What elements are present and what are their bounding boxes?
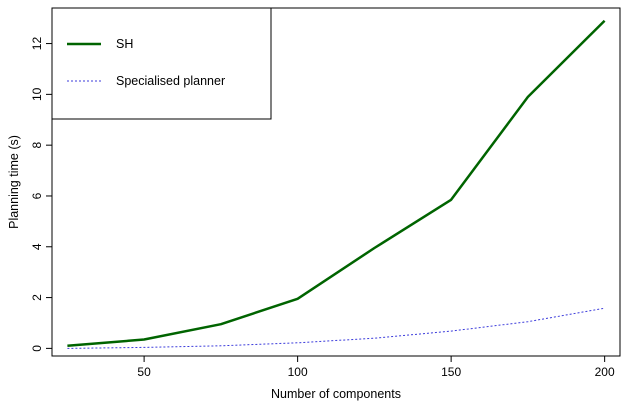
x-axis: 50 100 150 200 — [137, 356, 615, 379]
series-layer — [67, 19, 606, 349]
y-tick-label: 4 — [30, 243, 44, 250]
x-tick-label: 100 — [288, 365, 308, 379]
x-tick-label: 200 — [595, 365, 615, 379]
legend-label-sh: SH — [116, 37, 133, 51]
y-axis-title: Planning time (s) — [7, 135, 21, 229]
series-line-specialised-planner — [67, 307, 605, 349]
legend-box — [51, 7, 272, 120]
legend: SH Specialised planner — [51, 7, 272, 120]
y-tick-label: 0 — [30, 345, 44, 352]
y-tick-label: 10 — [30, 87, 44, 101]
plot-frame — [51, 7, 621, 357]
y-tick-label: 2 — [30, 294, 44, 301]
x-axis-title: Number of components — [271, 387, 401, 401]
y-tick-label: 6 — [30, 192, 44, 199]
x-tick-label: 150 — [441, 365, 461, 379]
y-tick-label: 8 — [30, 142, 44, 149]
legend-label-specialised-planner: Specialised planner — [116, 74, 225, 88]
y-axis: 0 2 4 6 8 10 12 — [30, 37, 52, 352]
series-line-sh — [67, 19, 606, 348]
y-tick-label: 12 — [30, 37, 44, 51]
x-tick-label: 50 — [137, 365, 151, 379]
